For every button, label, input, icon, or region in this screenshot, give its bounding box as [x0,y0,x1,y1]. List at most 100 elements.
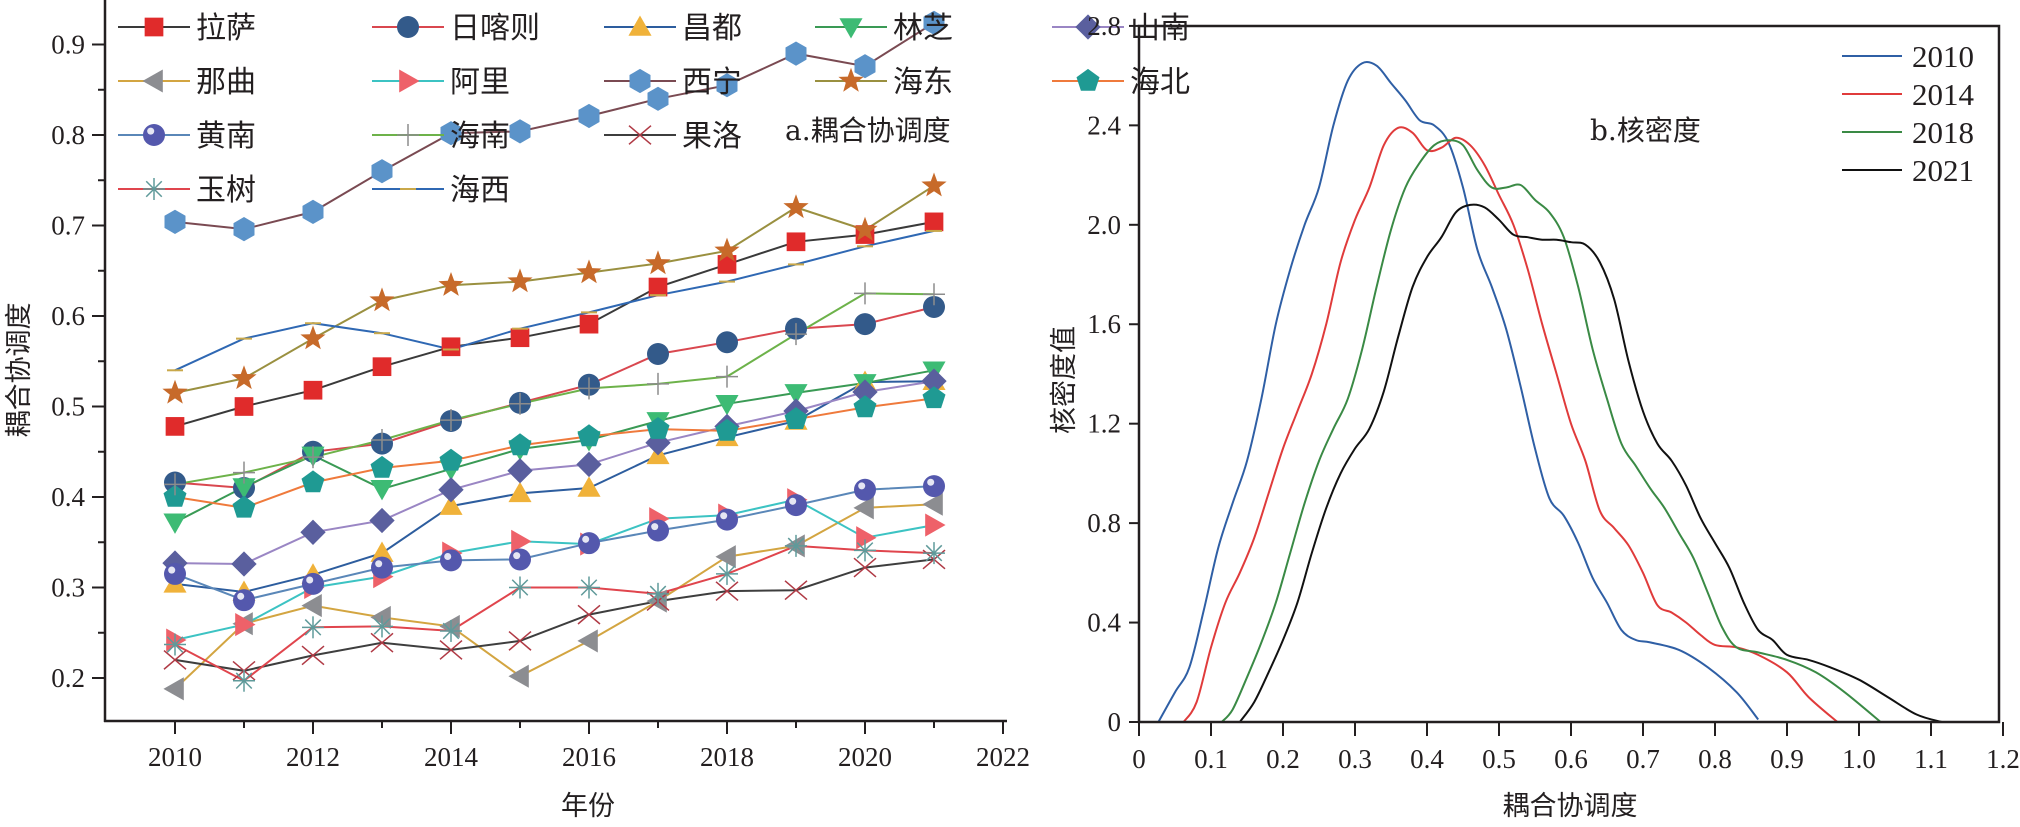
data-point-海南 [164,473,186,496]
panel-a-y-tick-label: 0.9 [51,30,85,60]
panel-a-y-tick-label: 0.5 [51,392,85,422]
data-point-西宁 [785,41,807,66]
data-point-林芝 [232,478,256,499]
data-point-海南 [854,282,876,305]
panel-b-y-tick-label: 0 [1108,707,1122,737]
data-point-那曲 [922,492,943,516]
data-point-西宁 [716,73,738,98]
legend-marker [399,69,420,93]
legend-label: 2014 [1912,77,1975,112]
legend-marker [628,15,652,36]
data-point-海东 [162,379,188,404]
density-curve-2010 [1157,61,1759,723]
data-point-拉萨 [510,328,530,348]
data-point-山南 [438,477,464,503]
data-point-黄南 [785,494,807,517]
legend-marker [143,178,165,200]
panel-b-x-tick-label: 0.8 [1698,744,1732,774]
data-point-拉萨 [234,397,254,416]
data-point-海北 [163,484,187,507]
data-point-昌都 [508,481,532,503]
legend-label: 日喀则 [450,11,540,46]
panel-b-y-tick-label: 1.2 [1087,409,1121,439]
data-point-昌都 [370,541,394,562]
data-point-拉萨 [441,337,461,357]
data-point-黄南 [923,475,945,498]
legend-label: 玉树 [196,173,256,208]
data-point-海南 [371,428,393,451]
data-point-拉萨 [924,212,944,232]
panel-b-y-tick-label: 0.4 [1087,608,1121,638]
panel-a-x-axis-title: 年份 [561,791,615,822]
data-point-黄南 [440,549,462,572]
panel-b-label: b.核密度 [1590,114,1701,147]
legend-label: 2010 [1912,39,1974,74]
legend-marker [839,18,863,39]
panel-b-kernel-density-chart: 0 0.1 0.2 0.3 0.4 0.5 0.6 0.7 0.8 0.9 1.0 1.1 1.2 0 0.… [1049,11,2020,822]
data-point-西宁 [164,209,186,234]
data-point-黄南 [647,519,669,542]
legend-item-2014: 2014 [1842,77,1975,112]
series-line-海东 [174,184,935,394]
legend-marker [1075,14,1101,40]
legend-label: 昌都 [682,11,742,46]
panel-b-y-tick-label: 2.8 [1087,11,1121,41]
data-point-日喀则 [716,331,738,354]
data-point-海南 [647,372,669,395]
legend-label: 西宁 [682,65,742,100]
density-curve-2021 [1238,203,1943,723]
legend-item-海北: 海北 [1052,65,1190,100]
panel-b-x-tick-label: 0.2 [1266,744,1300,774]
data-point-玉树 [923,542,945,565]
panel-b-x-tick-label: 0.5 [1482,744,1516,774]
data-point-海东 [645,250,671,275]
data-point-果洛 [301,645,325,666]
panel-b-x-axis-title: 耦合协调度 [1503,791,1638,822]
series-line-拉萨 [174,220,935,428]
panel-a-axes: 2010 2012 2014 2016 2018 2020 2022 0.2 0.3 0.4 0.5… [51,0,1030,772]
panel-a-x-tick-label: 2022 [976,742,1030,772]
legend-label: 海西 [450,173,510,208]
data-point-海南 [440,409,462,432]
panel-b-y-tick-label: 1.6 [1087,309,1121,339]
legend-item-2018: 2018 [1842,115,1974,150]
data-point-黄南 [302,572,324,595]
series-line-西宁 [174,21,935,231]
data-point-林芝 [715,394,739,416]
panel-b-y-tick-label: 2.0 [1087,210,1121,240]
data-point-西宁 [509,119,531,144]
data-point-玉树 [164,633,186,656]
data-point-山南 [507,458,533,484]
panel-a-x-tick-label: 2014 [424,742,479,772]
panel-b-x-tick-label: 0.1 [1194,744,1228,774]
data-point-那曲 [646,589,667,613]
legend-marker [629,68,651,94]
data-point-玉树 [440,619,462,642]
data-point-拉萨 [372,357,392,377]
data-point-玉树 [716,562,738,585]
data-point-海北 [715,418,739,441]
data-point-果洛 [370,632,394,653]
legend-item-昌都: 昌都 [604,11,742,46]
legend-item-阿里: 阿里 [372,65,510,100]
data-point-玉树 [302,616,324,639]
series-line-玉树 [174,544,935,682]
legend-item-海南: 海南 [372,119,510,154]
data-point-海北 [577,424,601,447]
legend-item-2010: 2010 [1842,39,1974,74]
data-point-山南 [576,451,602,478]
data-point-黄南 [578,532,600,555]
legend-marker [397,16,419,38]
legend-item-山南: 山南 [1052,11,1190,46]
data-point-海东 [783,194,809,219]
data-point-海南 [923,283,945,306]
panel-a-series-markers [162,10,947,701]
panel-b-axes: 0 0.1 0.2 0.3 0.4 0.5 0.6 0.7 0.8 0.9 1.0 1.1 1.2 0 0.… [1087,11,2020,774]
data-point-阿里 [925,513,946,537]
data-point-海东 [438,272,464,296]
legend-item-海西: 海西 [372,173,510,208]
series-line-海北 [174,397,935,509]
data-point-海北 [784,407,808,429]
data-point-那曲 [508,664,529,688]
